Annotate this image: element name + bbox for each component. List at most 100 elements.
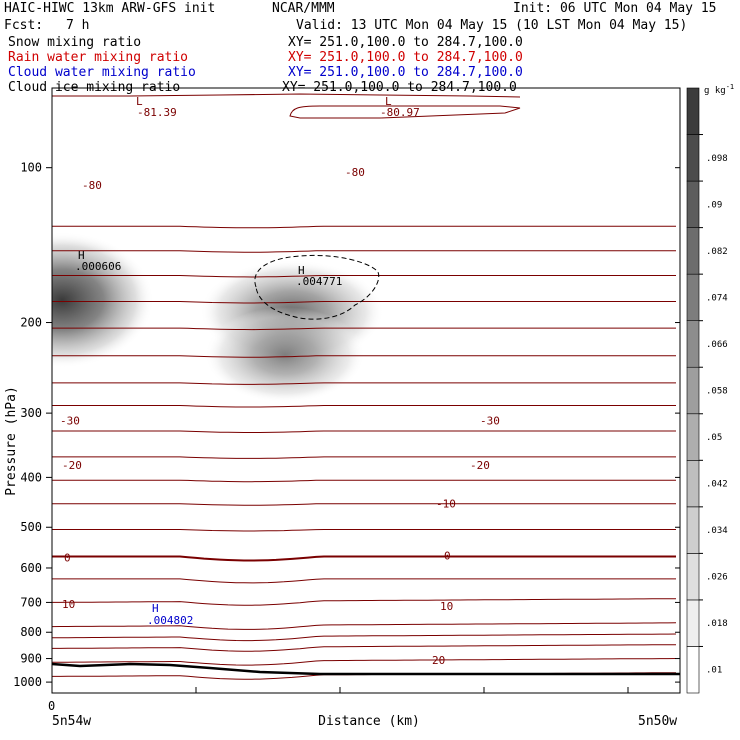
svg-text:-80.97: -80.97 bbox=[380, 106, 420, 119]
svg-text:L: L bbox=[136, 95, 143, 108]
y-tick-label: 500 bbox=[20, 520, 42, 534]
colorbar-segment bbox=[686, 460, 700, 508]
isotherm-line bbox=[52, 633, 677, 642]
colorbar-segment bbox=[686, 180, 700, 228]
fcst-value: 7 h bbox=[66, 18, 90, 33]
isotherm-line bbox=[52, 578, 676, 584]
isotherm-line bbox=[52, 529, 676, 532]
colorbar-segment bbox=[686, 599, 700, 647]
colorbar-label: .074 bbox=[706, 293, 728, 303]
colorbar: .01 .018 .026 .034 .042 .05 .058 .066 .074 .082 .0… bbox=[686, 87, 728, 694]
colorbar-segment bbox=[686, 87, 700, 135]
colorbar-segment bbox=[686, 413, 700, 461]
y-tick-label: 600 bbox=[20, 561, 42, 575]
y-tick-label: 400 bbox=[20, 470, 42, 484]
isotherm-line bbox=[52, 382, 676, 385]
isotherm-label: -80 bbox=[345, 166, 365, 179]
isotherm-label: -30 bbox=[480, 414, 500, 427]
init-time: Init: 06 UTC Mon 04 May 15 bbox=[513, 1, 717, 16]
field-xy-cloud-water: XY= 251.0,100.0 to 284.7,100.0 bbox=[288, 65, 523, 80]
isotherm-line bbox=[52, 430, 676, 433]
isotherm-label: -30 bbox=[60, 414, 80, 427]
isotherm-label: 10 bbox=[62, 598, 75, 611]
valid-time: Valid: 13 UTC Mon 04 May 15 (10 LST Mon … bbox=[296, 18, 688, 33]
field-name-cloud-water: Cloud water mixing ratio bbox=[8, 65, 196, 80]
colorbar-segment bbox=[686, 273, 700, 321]
colorbar-label: .09 bbox=[706, 200, 722, 210]
isotherm-line bbox=[52, 275, 676, 278]
x-tick-label-0: 0 bbox=[48, 699, 55, 713]
isotherm-line bbox=[52, 555, 676, 562]
model-title: HAIC-HIWC 13km ARW-GFS init bbox=[4, 1, 216, 16]
svg-text:.004802: .004802 bbox=[147, 614, 193, 627]
colorbar-label: .098 bbox=[706, 154, 728, 164]
isotherm-line bbox=[52, 479, 676, 483]
isotherm-line bbox=[52, 503, 676, 506]
y-tick-label: 300 bbox=[20, 406, 42, 420]
x-axis-label: Distance (km) bbox=[318, 714, 420, 729]
colorbar-segment bbox=[686, 553, 700, 601]
field-name-rain: Rain water mixing ratio bbox=[8, 50, 189, 65]
colorbar-segment bbox=[686, 646, 700, 694]
colorbar-label: .058 bbox=[706, 387, 728, 397]
y-tick-label: 800 bbox=[20, 625, 42, 639]
svg-text:H: H bbox=[78, 249, 85, 262]
isotherm-line bbox=[52, 456, 676, 459]
isotherm-line bbox=[52, 598, 676, 606]
y-tick-label: 100 bbox=[20, 161, 42, 175]
isotherm-line bbox=[52, 250, 676, 253]
x-left-label: 5n54w bbox=[52, 714, 91, 729]
isotherm-label: 0 bbox=[64, 551, 71, 564]
svg-text:L: L bbox=[385, 95, 392, 108]
colorbar-label: .018 bbox=[706, 619, 728, 629]
y-tick-label: 700 bbox=[20, 595, 42, 609]
colorbar-label: .042 bbox=[706, 480, 728, 490]
colorbar-segment bbox=[686, 134, 700, 182]
isotherm-labels: -80 -80 -30 -30 -20 -20 -10 0 0 10 10 20 bbox=[60, 166, 500, 667]
y-tick-label: 1000 bbox=[13, 675, 42, 689]
isotherm-label: 20 bbox=[432, 654, 445, 667]
isotherm-line bbox=[52, 355, 676, 358]
isotherm-label: 10 bbox=[440, 600, 453, 613]
isotherm-line bbox=[52, 622, 677, 630]
isotherm-line bbox=[52, 301, 676, 304]
field-xy-rain: XY= 251.0,100.0 to 284.7,100.0 bbox=[288, 50, 523, 65]
field-xy-snow: XY= 251.0,100.0 to 284.7,100.0 bbox=[288, 35, 523, 50]
isotherm-line bbox=[52, 405, 676, 408]
y-tick-label: 200 bbox=[20, 316, 42, 330]
isotherm-line bbox=[52, 658, 677, 666]
fcst-label: Fcst: bbox=[4, 18, 44, 33]
isotherm-line bbox=[52, 644, 676, 652]
isotherm-lines bbox=[52, 225, 677, 680]
y-tick-label: 900 bbox=[20, 652, 42, 666]
isotherm-line bbox=[52, 225, 676, 229]
plot-frame bbox=[51, 87, 681, 694]
tropopause-line bbox=[52, 93, 521, 98]
colorbar-label: .034 bbox=[706, 526, 728, 536]
y-axis-label: Pressure (hPa) bbox=[4, 386, 19, 496]
svg-text:-81.39: -81.39 bbox=[137, 106, 177, 119]
isotherm-label: -20 bbox=[470, 459, 490, 472]
center-label: NCAR/MMM bbox=[272, 1, 335, 16]
snow-max-2: H .004771 bbox=[296, 264, 342, 288]
isotherm-label: -20 bbox=[62, 459, 82, 472]
colorbar-segment bbox=[686, 320, 700, 368]
x-right-label: 5n50w bbox=[638, 714, 677, 729]
colorbar-segment bbox=[686, 227, 700, 275]
ground-surface bbox=[51, 662, 680, 676]
svg-text:H: H bbox=[152, 602, 159, 615]
x-axis bbox=[51, 687, 629, 693]
colorbar-label: .05 bbox=[706, 433, 722, 443]
colorbar-label: .066 bbox=[706, 340, 728, 350]
colorbar-segment bbox=[686, 506, 700, 554]
cloud-water-max: H .004802 bbox=[147, 602, 193, 627]
svg-text:.000606: .000606 bbox=[75, 260, 121, 273]
field-name-snow: Snow mixing ratio bbox=[8, 35, 142, 50]
colorbar-label: .026 bbox=[706, 573, 728, 583]
cloud-ice-contour bbox=[254, 254, 380, 320]
tropopause-dip bbox=[289, 105, 521, 119]
colorbar-label: .082 bbox=[706, 247, 728, 257]
isotherm-label: -10 bbox=[436, 498, 456, 511]
